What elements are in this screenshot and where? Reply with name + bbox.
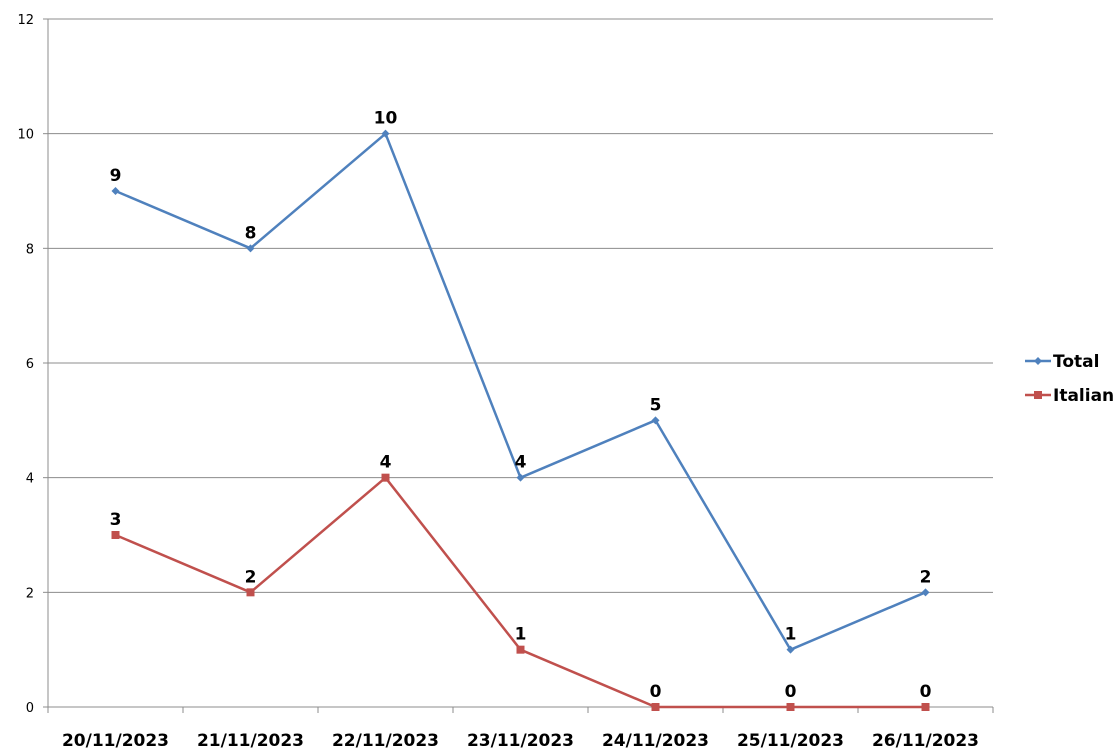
y-tick-label: 4 (26, 472, 34, 487)
point-total (246, 244, 255, 253)
point-total (381, 129, 390, 138)
point-total (651, 416, 660, 425)
data-label-italian: 3 (110, 510, 122, 530)
point-total (921, 588, 930, 597)
data-label-total: 2 (920, 567, 932, 587)
legend: Total Italian (1025, 352, 1114, 406)
data-label-italian: 0 (785, 682, 797, 702)
series-group (111, 129, 930, 711)
data-label-italian: 0 (920, 682, 932, 702)
x-tick-label: 21/11/2023 (197, 731, 304, 751)
point-italian (651, 703, 660, 711)
data-label-total: 5 (650, 395, 662, 415)
x-tick-label: 20/11/2023 (62, 731, 169, 751)
point-total (516, 473, 525, 482)
data-label-italian: 4 (380, 453, 392, 473)
legend-marker-total (1034, 357, 1042, 365)
y-tick-label: 2 (26, 586, 34, 601)
y-tick-label: 12 (17, 13, 34, 28)
legend-label-italian: Italian (1053, 386, 1114, 406)
point-total (111, 187, 120, 195)
data-label-italian: 0 (650, 682, 662, 702)
data-label-italian: 2 (245, 567, 257, 587)
y-tick-label: 8 (26, 242, 34, 257)
data-label-italian: 1 (515, 625, 527, 645)
y-tick-label: 10 (17, 128, 34, 143)
y-tick-label: 6 (26, 357, 34, 372)
x-tick-label: 25/11/2023 (737, 731, 844, 751)
legend-marker-italian (1034, 391, 1042, 399)
x-tick-label: 26/11/2023 (872, 731, 979, 751)
y-tick-label: 0 (26, 701, 34, 716)
point-italian (786, 703, 795, 711)
point-total (786, 645, 795, 654)
data-label-total: 1 (785, 625, 797, 645)
x-tick-label: 23/11/2023 (467, 731, 574, 751)
legend-label-total: Total (1053, 352, 1099, 372)
x-axis-ticks: 20/11/2023 21/11/2023 22/11/2023 23/11/2023… (47, 707, 994, 751)
y-axis-ticks: 0 2 4 6 8 10 12 (17, 13, 48, 716)
x-tick-label: 24/11/2023 (602, 731, 709, 751)
point-italian (111, 531, 120, 539)
x-tick-label: 22/11/2023 (332, 731, 439, 751)
gridlines (48, 18, 993, 593)
point-italian (921, 703, 930, 711)
series-line-total (115, 132, 926, 651)
data-label-total: 9 (110, 166, 122, 186)
data-label-total: 8 (245, 223, 257, 243)
point-italian (516, 645, 525, 654)
data-label-total: 4 (515, 453, 527, 473)
point-italian (246, 588, 255, 597)
point-italian (381, 473, 390, 482)
data-label-total: 10 (374, 109, 398, 129)
